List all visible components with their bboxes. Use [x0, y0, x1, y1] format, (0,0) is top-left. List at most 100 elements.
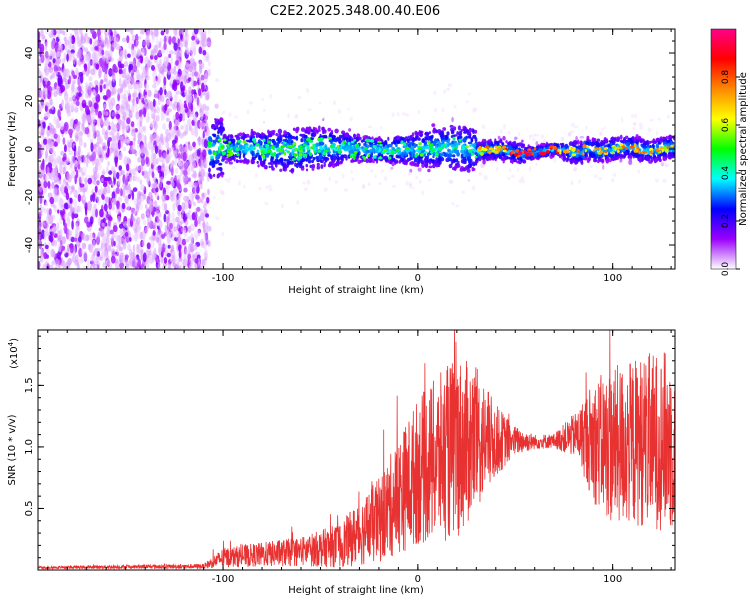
signal-blob — [497, 135, 501, 140]
signal-blob — [655, 143, 660, 149]
signal-blob — [482, 142, 487, 147]
noise-blob — [126, 29, 131, 33]
signal-blob — [215, 78, 220, 83]
noise-blob — [155, 209, 160, 217]
signal-blob — [540, 134, 545, 139]
signal-blob — [295, 128, 299, 134]
noise-blob — [197, 88, 202, 97]
noise-blob — [176, 129, 181, 137]
noise-blob — [102, 182, 108, 188]
signal-blob — [453, 105, 457, 109]
signal-blob — [612, 173, 617, 177]
signal-blob — [505, 140, 508, 144]
signal-blob — [429, 139, 434, 145]
signal-blob — [378, 136, 381, 141]
signal-blob — [228, 112, 232, 117]
noise-blob — [94, 173, 100, 178]
signal-blob — [312, 156, 316, 161]
signal-blob — [428, 165, 433, 169]
signal-blob — [462, 128, 467, 132]
noise-blob — [139, 231, 143, 240]
noise-blob — [187, 167, 191, 176]
signal-blob — [248, 147, 251, 151]
signal-blob — [641, 157, 644, 162]
signal-blob — [310, 129, 313, 133]
noise-blob — [133, 65, 137, 71]
noise-blob — [135, 111, 140, 120]
signal-blob — [216, 167, 221, 171]
noise-blob — [48, 66, 54, 74]
noise-blob — [147, 75, 150, 81]
noise-blob — [182, 230, 186, 235]
noise-blob — [207, 190, 210, 196]
signal-blob — [579, 159, 584, 163]
noise-blob — [57, 51, 60, 58]
noise-blob — [189, 191, 193, 202]
signal-blob — [500, 128, 503, 134]
noise-blob — [46, 90, 52, 100]
noise-blob — [123, 102, 128, 111]
signal-blob — [665, 135, 669, 139]
signal-blob — [653, 141, 657, 145]
noise-blob — [100, 79, 104, 85]
signal-blob — [258, 186, 262, 191]
noise-blob — [147, 221, 151, 229]
noise-blob — [137, 35, 142, 41]
signal-blob — [406, 138, 410, 144]
signal-blob — [501, 157, 506, 161]
signal-blob — [258, 155, 262, 160]
signal-blob — [431, 123, 436, 127]
signal-blob — [518, 178, 523, 184]
signal-blob — [452, 154, 456, 158]
noise-blob — [86, 71, 89, 77]
signal-blob — [457, 125, 461, 131]
noise-blob — [196, 206, 201, 212]
noise-blob — [123, 61, 129, 68]
signal-blob — [647, 127, 652, 133]
noise-blob — [80, 256, 85, 263]
noise-blob — [166, 149, 170, 155]
noise-blob — [134, 258, 138, 267]
noise-blob — [94, 247, 98, 256]
signal-blob — [506, 142, 511, 146]
signal-blob — [417, 137, 421, 141]
noise-blob — [126, 89, 131, 96]
signal-blob — [318, 101, 322, 105]
signal-blob — [615, 138, 620, 143]
noise-blob — [131, 93, 136, 98]
noise-blob — [121, 71, 127, 79]
signal-blob — [594, 159, 597, 163]
noise-blob — [82, 103, 87, 108]
noise-blob — [101, 49, 105, 56]
signal-blob — [229, 134, 233, 139]
noise-blob — [52, 227, 56, 236]
signal-blob — [630, 114, 635, 118]
noise-blob — [195, 72, 201, 81]
noise-blob — [54, 258, 60, 267]
noise-blob — [157, 216, 161, 227]
noise-blob — [116, 243, 120, 249]
noise-blob — [170, 166, 174, 176]
noise-blob — [175, 175, 181, 180]
noise-blob — [132, 97, 135, 106]
signal-blob — [546, 152, 550, 157]
noise-blob — [148, 204, 154, 213]
noise-blob — [53, 150, 56, 160]
noise-blob — [80, 140, 84, 146]
noise-blob — [72, 79, 76, 85]
signal-blob — [268, 187, 273, 192]
noise-blob — [181, 202, 186, 212]
signal-blob — [514, 136, 518, 140]
noise-blob — [197, 229, 201, 237]
noise-blob — [48, 53, 54, 60]
signal-blob — [255, 132, 260, 136]
noise-blob — [113, 176, 116, 185]
noise-blob — [103, 116, 109, 127]
noise-blob — [171, 36, 177, 45]
signal-blob — [627, 137, 630, 143]
noise-blob — [177, 182, 181, 190]
noise-blob — [188, 214, 192, 221]
signal-blob — [669, 140, 673, 146]
noise-blob — [51, 86, 56, 91]
signal-blob — [396, 155, 401, 159]
